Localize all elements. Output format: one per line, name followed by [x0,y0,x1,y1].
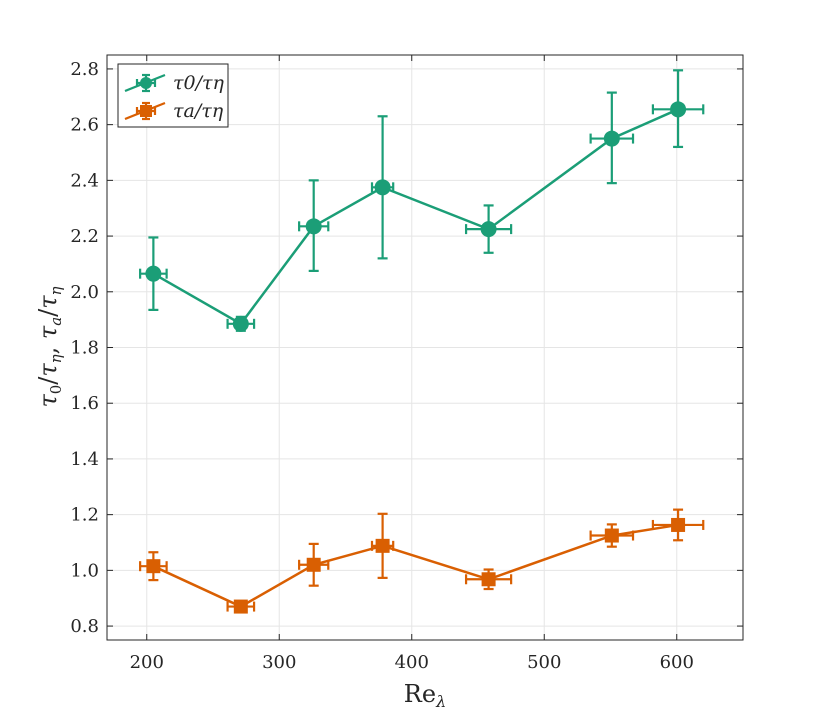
data-point [375,538,390,553]
data-point [603,130,620,147]
data-point [671,517,686,532]
legend-marker [140,77,152,89]
data-point [305,218,322,235]
data-point [306,557,321,572]
data-point [374,179,391,196]
y-tick-label: 2.2 [70,226,99,247]
y-tick-label: 2.0 [70,282,99,303]
y-tick-label: 1.8 [70,338,99,359]
legend-label: τ0/τη [173,72,225,94]
data-point [670,101,687,118]
ticks: 200 300 400 500 600 0.8 1.0 1.2 1.4 1.6 1.8 2.0 2.2 2… [70,55,743,673]
data-point [481,572,496,587]
data-point [233,599,248,614]
x-tick-label: 200 [130,652,164,673]
legend-entry-1: τa/τη [124,100,224,122]
legend-entry-0: τ0/τη [124,72,225,94]
data-point [145,265,162,282]
y-tick-label: 2.6 [70,115,99,136]
data-point [146,559,161,574]
x-tick-label: 600 [660,652,694,673]
legend-box [117,63,229,128]
x-tick-label: 500 [527,652,561,673]
data-point [232,315,249,332]
series-1 [139,508,705,614]
y-axis-label: τ0/τη, τa/τη [34,286,65,407]
grid-lines [107,55,743,640]
y-tick-label: 1.0 [70,560,99,581]
series-0 [139,69,705,332]
series-layer [139,69,705,614]
x-tick-label: 300 [262,652,296,673]
data-point [480,221,497,238]
x-tick-label: 400 [395,652,429,673]
legend: τ0/τη τa/τη [117,63,229,128]
y-tick-label: 1.4 [70,449,99,470]
y-tick-label: 2.8 [70,59,99,80]
legend-label: τa/τη [173,100,224,122]
y-tick-label: 1.2 [70,505,99,526]
y-tick-label: 2.4 [70,170,99,191]
y-tick-label: 0.8 [70,616,99,637]
legend-marker [140,105,152,117]
data-point [604,528,619,543]
y-tick-label: 1.6 [70,393,99,414]
